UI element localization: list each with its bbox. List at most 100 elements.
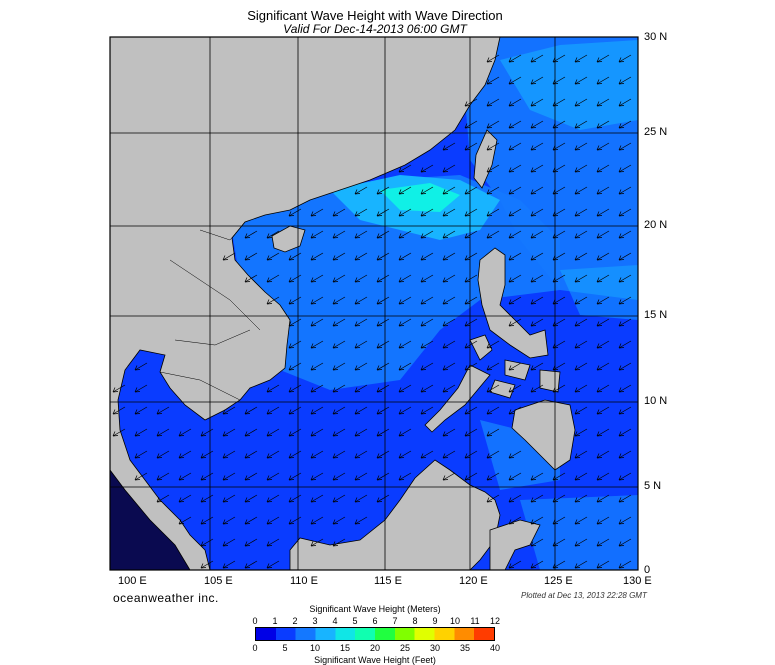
wave-direction-arrow: [354, 384, 368, 393]
wave-direction-arrow: [244, 516, 258, 525]
wave-direction-arrow: [530, 76, 544, 85]
wave-direction-arrow: [508, 472, 522, 481]
wave-direction-arrow: [222, 252, 236, 261]
wave-direction-arrow: [266, 472, 280, 481]
wave-direction-arrow: [530, 296, 544, 305]
wave-direction-arrow: [376, 450, 390, 459]
wave-band-luzon-east: [560, 265, 638, 320]
wave-direction-arrow: [464, 120, 478, 129]
wave-direction-arrow: [420, 274, 434, 283]
wave-direction-arrow: [156, 494, 170, 503]
wave-direction-arrow: [618, 384, 632, 393]
colorbar-meters-tick: 3: [312, 616, 318, 626]
colorbar-meters-tick: 12: [489, 616, 501, 626]
wave-direction-arrow: [398, 318, 412, 327]
wave-direction-arrow: [530, 164, 544, 173]
wave-direction-arrow: [596, 252, 610, 261]
wave-direction-arrow: [596, 142, 610, 151]
wave-direction-arrow: [354, 340, 368, 349]
wave-direction-arrow: [508, 384, 522, 393]
colorbar-feet-tick: 10: [309, 643, 321, 653]
wave-direction-arrow: [508, 76, 522, 85]
wave-direction-arrow: [486, 142, 500, 151]
wave-direction-arrow: [376, 318, 390, 327]
wave-direction-arrow: [398, 252, 412, 261]
wave-direction-arrow: [464, 230, 478, 239]
wave-direction-arrow: [134, 450, 148, 459]
wave-direction-arrow: [354, 230, 368, 239]
wave-direction-arrow: [420, 450, 434, 459]
wave-direction-arrow: [618, 450, 632, 459]
wave-direction-arrow: [596, 76, 610, 85]
wave-direction-arrow: [354, 362, 368, 371]
wave-direction-arrow: [442, 296, 456, 305]
wave-direction-arrow: [376, 428, 390, 437]
wave-direction-arrow: [552, 252, 566, 261]
wave-direction-arrow: [508, 252, 522, 261]
lon-label-105e: 105 E: [204, 575, 233, 587]
wave-direction-arrow: [618, 230, 632, 239]
wave-direction-arrow: [266, 296, 280, 305]
wave-direction-arrow: [222, 516, 236, 525]
wave-direction-arrow: [222, 472, 236, 481]
wave-direction-arrow: [420, 406, 434, 415]
wave-direction-arrow: [596, 538, 610, 547]
wave-direction-arrow: [376, 340, 390, 349]
wave-direction-arrow: [486, 208, 500, 217]
wave-direction-arrow: [508, 494, 522, 503]
country-borders: [159, 221, 261, 401]
wave-direction-arrow: [222, 450, 236, 459]
wave-direction-arrow: [574, 164, 588, 173]
colorbar-feet-tick: 0: [252, 643, 258, 653]
wave-direction-arrow: [200, 560, 214, 569]
wave-direction-arrow: [420, 384, 434, 393]
wave-direction-arrow: [574, 494, 588, 503]
wave-direction-arrow: [288, 406, 302, 415]
wave-direction-arrow: [596, 406, 610, 415]
wave-direction-arrow: [508, 318, 522, 327]
wave-direction-arrow: [332, 428, 346, 437]
wave-direction-arrow: [618, 142, 632, 151]
wave-direction-arrow: [354, 450, 368, 459]
wave-direction-arrow: [354, 472, 368, 481]
wave-direction-arrow: [508, 208, 522, 217]
wave-direction-arrow: [200, 538, 214, 547]
wave-direction-arrow: [288, 318, 302, 327]
wave-direction-arrow: [288, 384, 302, 393]
wave-direction-arrow: [244, 428, 258, 437]
wave-direction-arrow: [332, 406, 346, 415]
wave-direction-arrow: [530, 274, 544, 283]
wave-direction-arrow: [442, 142, 456, 151]
wave-direction-arrow: [486, 230, 500, 239]
wave-direction-arrow: [354, 296, 368, 305]
wave-direction-arrow: [508, 450, 522, 459]
wave-direction-arrow: [596, 274, 610, 283]
wave-direction-arrow: [486, 164, 500, 173]
wave-direction-arrow: [508, 230, 522, 239]
wave-direction-arrow: [574, 120, 588, 129]
wave-direction-arrow: [310, 516, 324, 525]
wave-direction-arrow: [508, 362, 522, 371]
wave-direction-arrow: [464, 428, 478, 437]
wave-direction-arrow: [332, 208, 346, 217]
wave-direction-arrow: [134, 384, 148, 393]
wave-direction-arrow: [552, 142, 566, 151]
colorbar-feet-tick: 40: [489, 643, 501, 653]
wave-direction-arrow: [442, 428, 456, 437]
wave-direction-arrow: [596, 54, 610, 63]
wave-direction-arrow: [420, 318, 434, 327]
wave-direction-arrow: [530, 560, 544, 569]
plotted-timestamp: Plotted at Dec 13, 2013 22:28 GMT: [521, 591, 647, 600]
wave-direction-arrow: [464, 274, 478, 283]
wave-direction-arrow: [596, 120, 610, 129]
wave-direction-arrow: [332, 494, 346, 503]
wave-direction-arrow: [618, 76, 632, 85]
wave-direction-arrow: [222, 428, 236, 437]
wave-direction-arrow: [442, 362, 456, 371]
wave-direction-arrow: [200, 516, 214, 525]
wave-direction-arrow: [332, 362, 346, 371]
wave-direction-arrow: [486, 120, 500, 129]
colorbar-meters-tick: 5: [352, 616, 358, 626]
wave-direction-arrow: [486, 186, 500, 195]
wave-direction-arrow: [486, 450, 500, 459]
